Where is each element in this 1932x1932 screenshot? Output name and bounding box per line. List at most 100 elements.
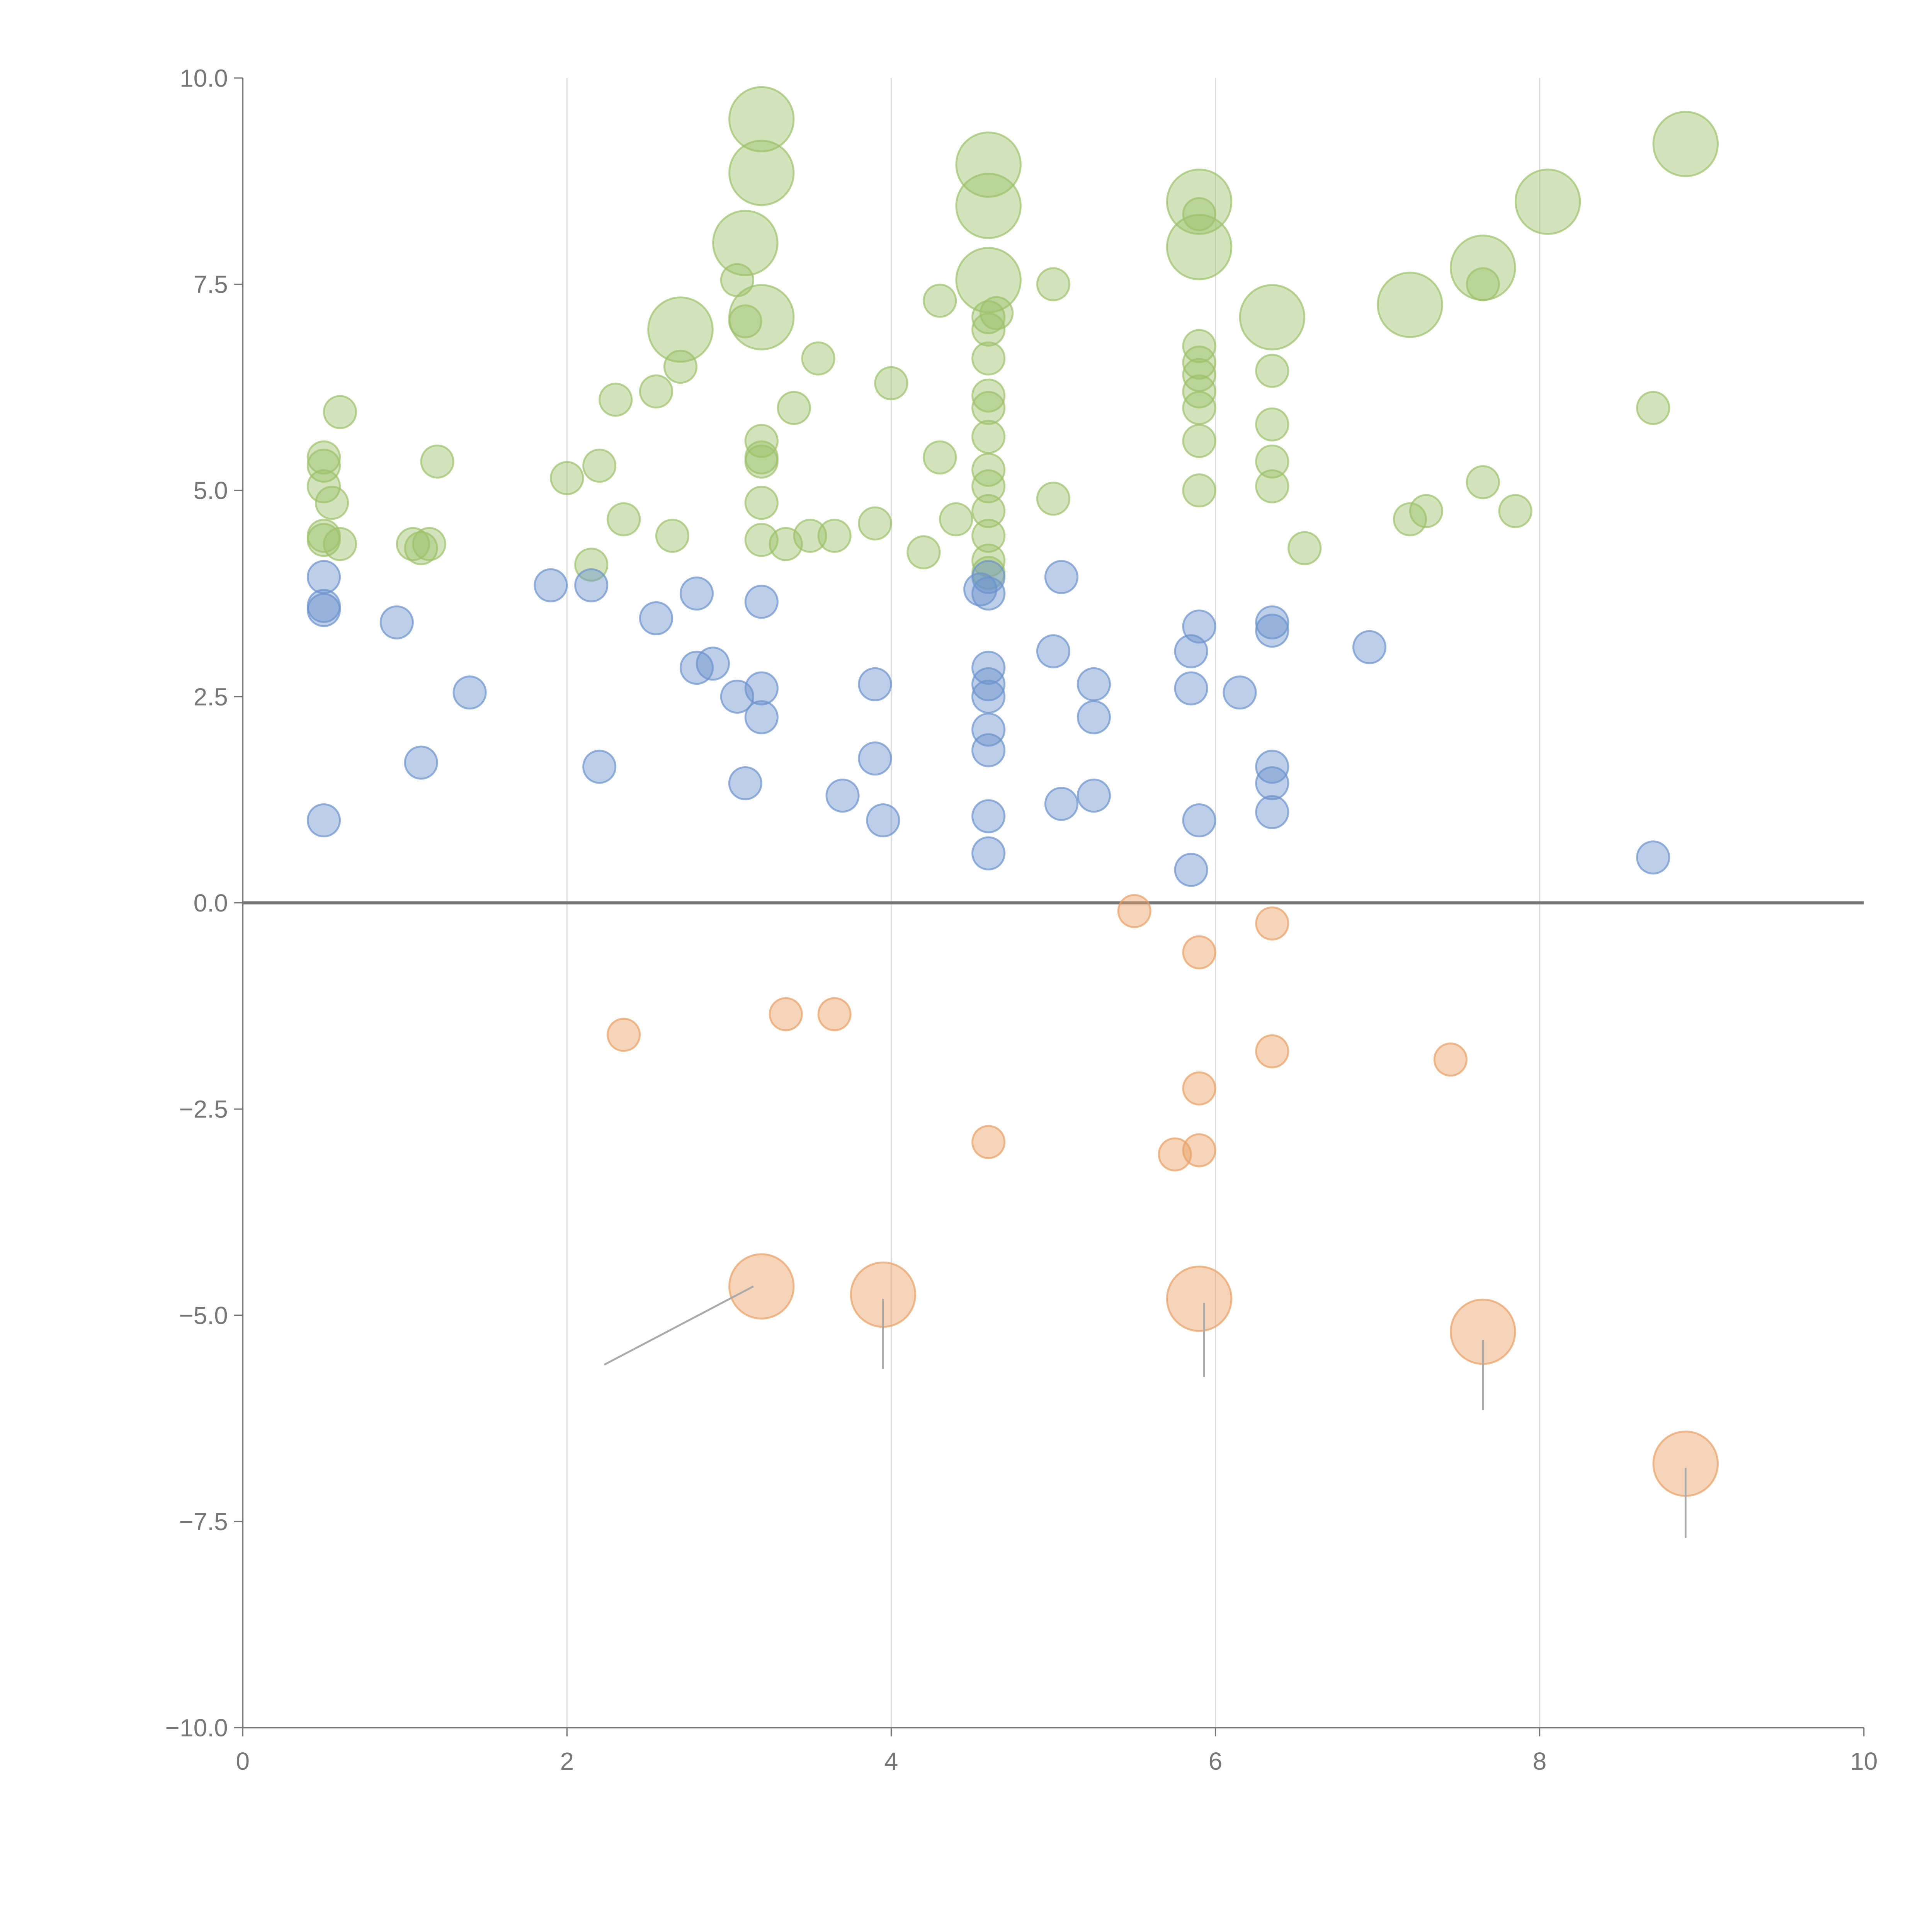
blue-bubble <box>1255 766 1289 801</box>
green-bubble <box>306 469 341 503</box>
green-bubble <box>306 449 341 483</box>
green-bubble <box>655 519 690 553</box>
green-bubble <box>599 383 633 417</box>
green-bubble <box>955 173 1022 239</box>
orange-bubble <box>1433 1043 1468 1077</box>
orange-bubble <box>1117 894 1151 928</box>
blue-bubble <box>744 700 779 735</box>
blue-bubble <box>452 675 487 710</box>
green-bubble <box>728 86 795 153</box>
x-tick-label: 10 <box>1850 1747 1878 1775</box>
green-bubble <box>971 378 1006 413</box>
blue-bubble <box>971 667 1006 701</box>
blue-bubble <box>1636 840 1670 875</box>
blue-bubble <box>696 646 730 681</box>
green-bubble <box>1409 494 1443 528</box>
blue-bubble <box>1223 675 1257 710</box>
orange-bubble <box>1255 1034 1289 1068</box>
green-bubble <box>744 444 779 479</box>
y-tick-label: 5.0 <box>194 477 228 505</box>
orange-bubble <box>1182 1071 1216 1105</box>
y-tick-label: 2.5 <box>194 683 228 711</box>
green-bubble <box>801 341 835 376</box>
blue-bubble <box>1255 795 1289 829</box>
green-bubble <box>1255 354 1289 388</box>
chart-marks <box>306 86 1719 1538</box>
axes: 0 2 4 6 8 10 10.0 7.5 5.0 2.5 0.0 −2.5 −5.0 −7.5 −10.0 <box>165 64 1878 1775</box>
blue-bubble <box>971 679 1006 714</box>
blue-bubble <box>306 803 341 838</box>
blue-bubble <box>971 576 1006 611</box>
green-bubble <box>1182 424 1216 458</box>
orange-bubble <box>971 1125 1006 1159</box>
green-bubble <box>858 506 892 541</box>
y-tick-label: −7.5 <box>179 1508 228 1536</box>
green-bubble <box>817 519 852 553</box>
blue-bubble <box>971 836 1006 871</box>
blue-bubble <box>679 576 714 611</box>
orange-bubble <box>1182 1133 1216 1167</box>
blue-bubble <box>379 605 414 639</box>
green-bubble <box>574 548 609 582</box>
blue-bubble <box>1044 560 1079 594</box>
orange-bubble <box>769 997 803 1031</box>
y-tick-label: 7.5 <box>194 270 228 298</box>
y-tick-label: −5.0 <box>179 1301 228 1329</box>
green-bubble <box>323 395 357 429</box>
green-bubble <box>1255 407 1289 442</box>
green-bubble <box>980 296 1014 330</box>
blue-bubble <box>744 671 779 706</box>
green-bubble <box>315 486 349 520</box>
green-bubble <box>906 535 941 570</box>
green-bubble <box>639 374 673 409</box>
blue-bubble <box>404 745 438 780</box>
blue-bubble <box>1036 634 1071 668</box>
green-bubble <box>1652 111 1719 177</box>
green-bubble <box>647 296 714 363</box>
blue-bubble <box>574 568 609 602</box>
blue-bubble <box>1352 630 1387 664</box>
green-bubble <box>971 420 1006 454</box>
blue-bubble <box>866 803 900 838</box>
blue-bubble <box>1255 605 1289 639</box>
orange-bubble <box>1182 935 1216 969</box>
green-bubble <box>728 139 795 206</box>
green-bubble <box>720 263 754 297</box>
orange-bubble <box>1255 906 1289 940</box>
green-bubble <box>955 247 1022 313</box>
green-bubble <box>971 494 1006 528</box>
green-bubble <box>923 284 957 318</box>
x-tick-label: 8 <box>1533 1747 1547 1775</box>
green-bubble <box>1255 469 1289 503</box>
blue-bubble <box>858 667 892 701</box>
blue-bubble <box>825 778 860 813</box>
blue-bubble <box>1255 614 1289 648</box>
green-bubble <box>607 502 641 537</box>
blue-bubble <box>744 585 779 619</box>
green-bubble <box>1466 465 1500 499</box>
green-bubble <box>663 349 698 384</box>
y-tick-label: −10.0 <box>165 1714 228 1742</box>
blue-bubble <box>728 766 762 801</box>
blue-bubble <box>534 568 568 602</box>
green-bubble <box>971 469 1006 503</box>
blue-bubble <box>971 733 1006 767</box>
green-bubble <box>777 391 811 425</box>
green-bubble <box>1287 531 1322 565</box>
green-bubble <box>923 440 957 474</box>
green-bubble <box>971 341 1006 376</box>
blue-bubble <box>1077 778 1111 813</box>
label-leader-line <box>604 1286 754 1366</box>
y-tick-label: −2.5 <box>179 1095 228 1123</box>
orange-bubble <box>728 1253 795 1320</box>
green-bubble <box>744 486 779 520</box>
x-tick-label: 0 <box>236 1747 250 1775</box>
green-bubble <box>1182 197 1216 231</box>
x-tick-label: 4 <box>884 1747 898 1775</box>
green-bubble <box>306 440 341 474</box>
orange-bubble <box>1166 1265 1233 1332</box>
blue-bubble <box>1174 671 1208 706</box>
green-bubble <box>1036 267 1071 301</box>
green-bubble <box>323 527 357 561</box>
